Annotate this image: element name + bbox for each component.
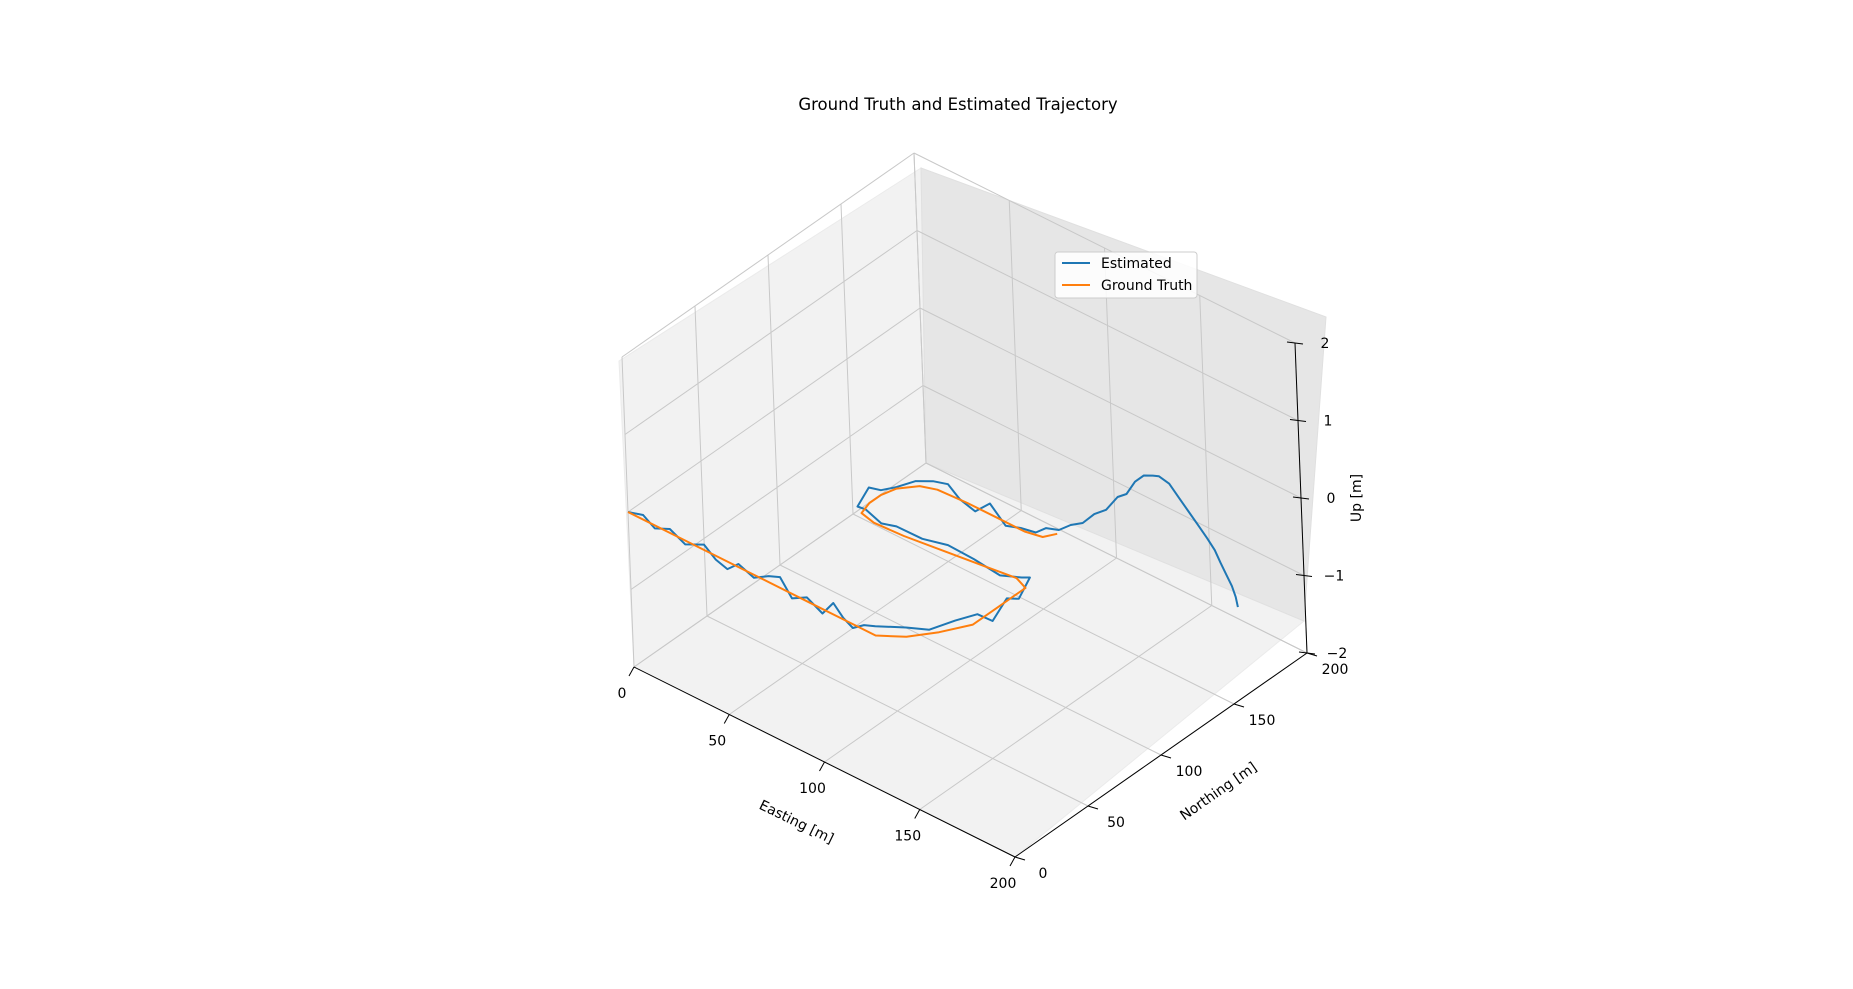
x-tick-mark bbox=[723, 714, 730, 724]
x-tick-label: 100 bbox=[799, 781, 826, 797]
z-tick-mark bbox=[1289, 419, 1307, 422]
legend-label-ground-truth: Ground Truth bbox=[1101, 278, 1192, 294]
z-axis-label: Up [m] bbox=[1349, 474, 1365, 522]
y-tick-mark bbox=[1087, 805, 1099, 810]
y-tick-mark bbox=[1160, 754, 1172, 759]
x-tick-mark bbox=[628, 666, 635, 677]
legend: Estimated Ground Truth bbox=[1054, 251, 1198, 299]
grid-z-left bbox=[627, 307, 921, 513]
grid-z-left bbox=[630, 385, 924, 590]
y-tick-label: 50 bbox=[1107, 815, 1125, 831]
y-tick-mark bbox=[1233, 703, 1245, 708]
grid-lines bbox=[621, 152, 1308, 858]
grid-z-right bbox=[913, 152, 1296, 344]
x-tick-label: 0 bbox=[618, 686, 627, 702]
grid-y-floor bbox=[779, 564, 1162, 756]
x-tick-mark bbox=[1009, 856, 1016, 867]
y-tick-label: 100 bbox=[1176, 764, 1203, 780]
z-tick-label: 2 bbox=[1321, 336, 1330, 352]
z-tick-label: 0 bbox=[1327, 491, 1336, 507]
plot-lines bbox=[627, 474, 1239, 638]
z-tick-label: −1 bbox=[1324, 569, 1345, 585]
grid-z-right bbox=[919, 307, 1302, 499]
y-tick-label: 150 bbox=[1249, 713, 1276, 729]
y-tick-label: 200 bbox=[1322, 662, 1349, 678]
grid-z-left bbox=[624, 230, 918, 435]
legend-frame bbox=[1054, 251, 1198, 299]
x-tick-label: 150 bbox=[894, 829, 921, 845]
grid-y-floor bbox=[706, 615, 1089, 807]
z-tick-mark bbox=[1298, 651, 1316, 655]
y-tick-label: 0 bbox=[1039, 866, 1048, 882]
x-tick-mark bbox=[819, 761, 825, 772]
x-tick-label: 200 bbox=[990, 876, 1017, 892]
chart-title: Ground Truth and Estimated Trajectory bbox=[798, 95, 1118, 114]
x-tick-mark bbox=[914, 809, 921, 819]
z-tick-label: 1 bbox=[1324, 414, 1333, 430]
legend-label-estimated: Estimated bbox=[1101, 256, 1172, 272]
z-tick-label: −2 bbox=[1327, 646, 1348, 662]
x-tick-label: 50 bbox=[708, 734, 726, 750]
y-tick-mark bbox=[1014, 856, 1026, 861]
z-tick-mark bbox=[1292, 496, 1310, 500]
grid-z-right bbox=[916, 230, 1299, 421]
grid-z-right bbox=[922, 385, 1305, 576]
x-axis-label: Easting [m] bbox=[756, 797, 836, 847]
series-line-estimated bbox=[627, 474, 1239, 631]
grid-z-left bbox=[621, 152, 915, 358]
z-tick-mark bbox=[1295, 574, 1313, 577]
pane-back-y bbox=[920, 167, 1327, 622]
z-tick-mark bbox=[1286, 341, 1304, 345]
grid-z-right bbox=[925, 462, 1308, 654]
series-line-ground-truth bbox=[627, 485, 1058, 638]
grid-y-floor bbox=[852, 513, 1235, 705]
